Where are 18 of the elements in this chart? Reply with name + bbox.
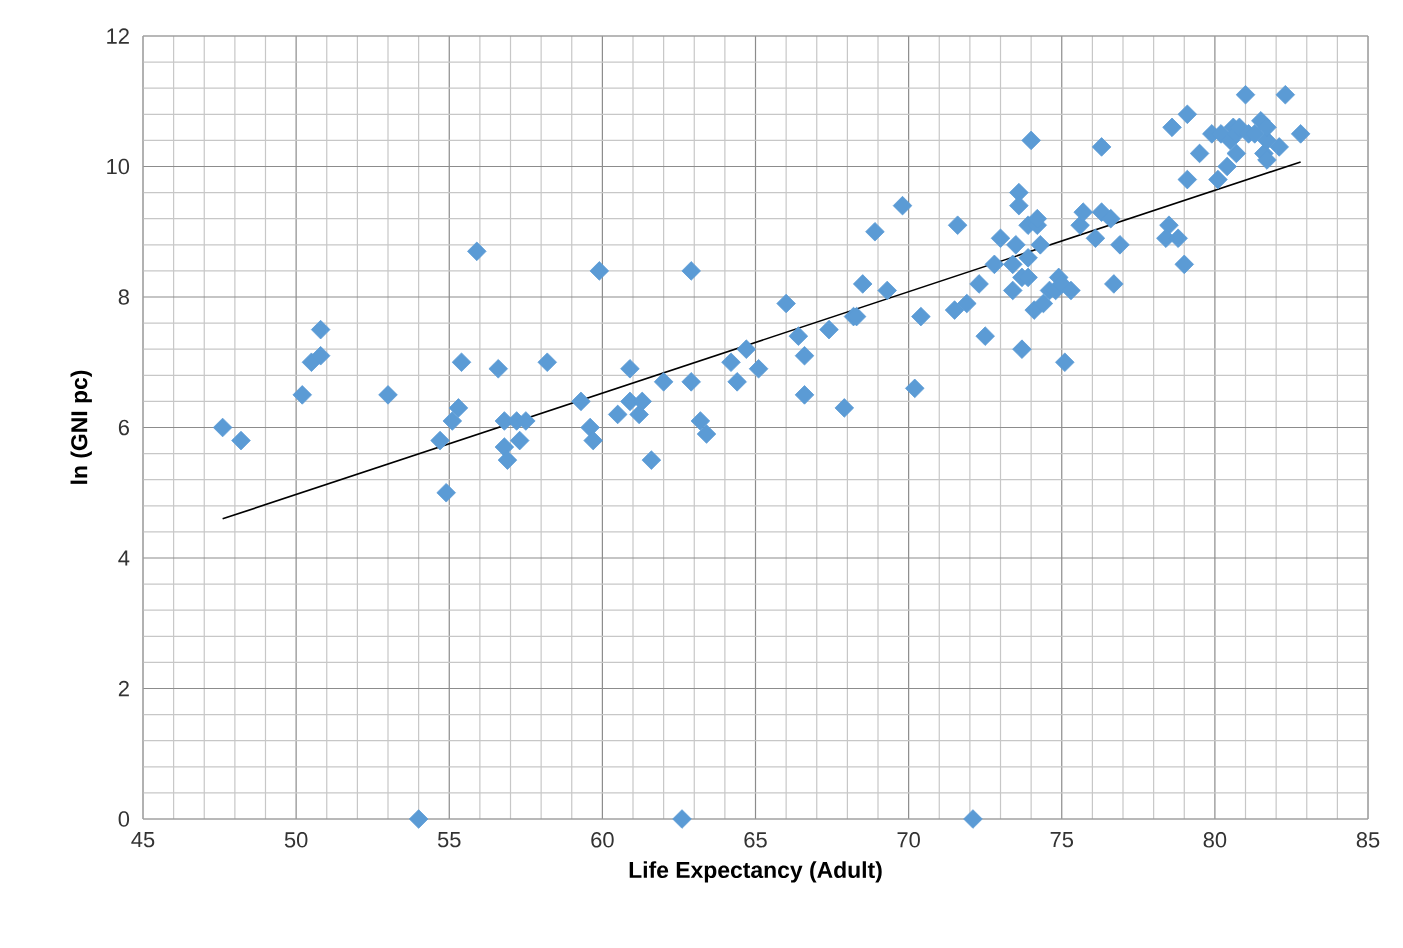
x-tick-label: 70 [897, 832, 920, 848]
y-tick-label: 12 [107, 28, 129, 44]
x-tick-label: 85 [1356, 832, 1380, 848]
y-tick-label: 4 [118, 550, 130, 566]
y-tick-label: 10 [107, 158, 130, 175]
y-axis-title: ln (GNI pc) [70, 370, 92, 484]
x-tick-label: 45 [131, 832, 155, 848]
y-tick-label: 6 [118, 419, 129, 436]
x-tick-label: 55 [437, 832, 461, 848]
x-axis-title: Life Expectancy (Adult) [629, 861, 882, 883]
y-tick-label: 0 [118, 811, 130, 827]
x-tick-label: 80 [1203, 832, 1227, 848]
x-tick-label: 50 [284, 832, 308, 848]
x-tick-label: 60 [591, 832, 614, 848]
y-tick-label: 8 [118, 289, 129, 305]
x-tick-label: 75 [1050, 832, 1074, 848]
x-tick-label: 65 [744, 832, 767, 848]
y-tick-label: 2 [118, 680, 129, 697]
